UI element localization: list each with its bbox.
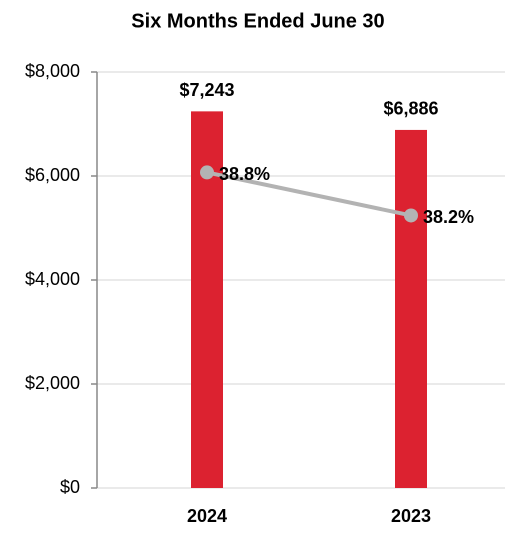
- line-label: 38.2%: [423, 207, 474, 227]
- x-tick-label: 2023: [391, 506, 431, 526]
- y-tick-label: $0: [60, 477, 80, 497]
- line-point: [404, 208, 418, 223]
- x-tick-label: 2024: [187, 506, 227, 526]
- data-label: $6,886: [383, 99, 438, 119]
- line: [206, 170, 412, 218]
- line-point: [200, 165, 214, 180]
- y-tick-label: $4,000: [25, 269, 80, 289]
- chart-title: Six Months Ended June 30: [131, 10, 384, 32]
- y-tick-label: $2,000: [25, 373, 80, 393]
- line-label: 38.8%: [219, 164, 270, 184]
- bar: [395, 129, 427, 489]
- y-tick-label: $6,000: [25, 165, 80, 185]
- y-tick-label: $8,000: [25, 61, 80, 81]
- data-label: $7,243: [179, 80, 234, 100]
